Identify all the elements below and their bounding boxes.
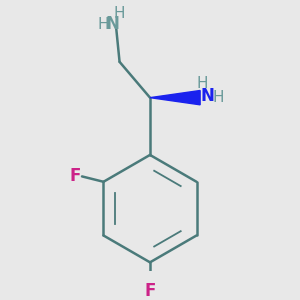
Text: H: H	[114, 6, 125, 21]
Text: H: H	[196, 76, 208, 91]
Text: N: N	[106, 15, 119, 33]
Polygon shape	[150, 91, 200, 105]
Text: F: F	[69, 167, 80, 185]
Text: N: N	[200, 87, 214, 105]
Text: H: H	[98, 17, 109, 32]
Text: H: H	[212, 90, 224, 105]
Text: F: F	[144, 282, 156, 300]
